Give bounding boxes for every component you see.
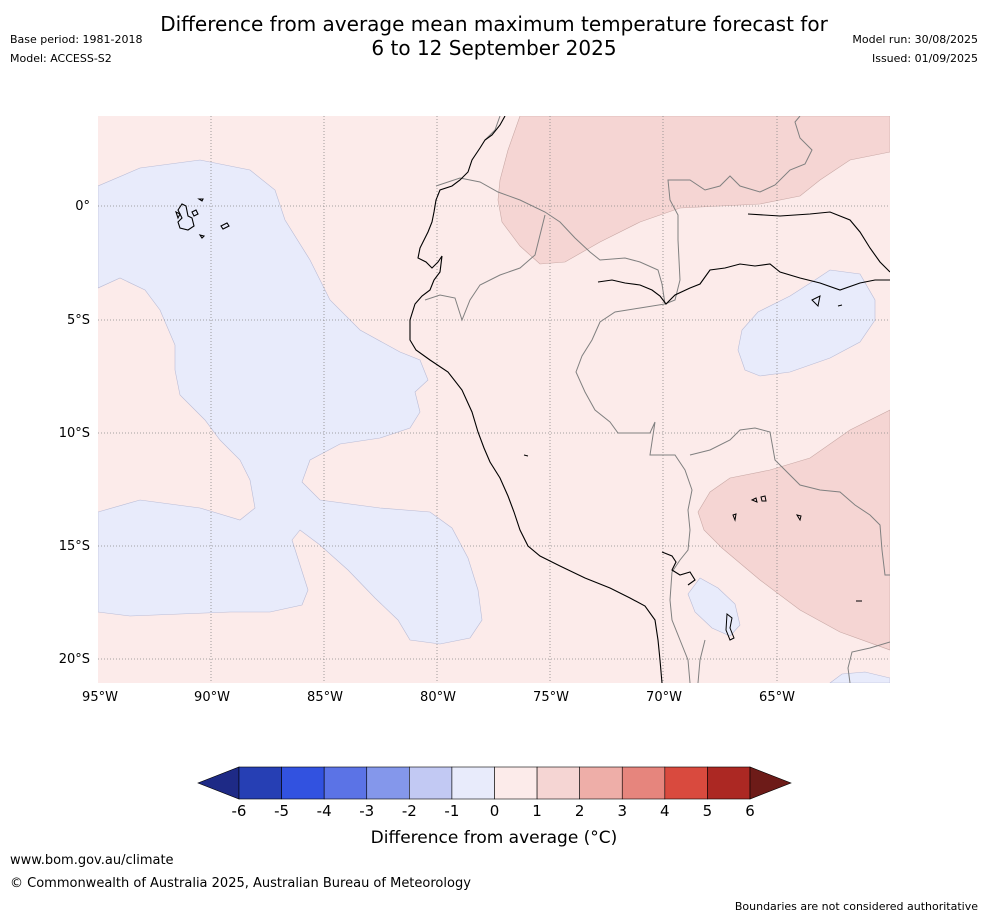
model-name: Model: ACCESS-S2 <box>10 52 112 65</box>
colorbar-segment <box>409 766 453 800</box>
country-borders <box>424 116 890 683</box>
colorbar-tick-label: 6 <box>745 802 755 820</box>
colorbar-arrow-low <box>197 766 240 800</box>
colorbar-segment <box>281 766 325 800</box>
colorbar-tick-label: -1 <box>444 802 459 820</box>
colorbar-tick-label: -6 <box>232 802 247 820</box>
model-run: Model run: 30/08/2025 <box>852 33 978 46</box>
colorbar-segments <box>197 766 792 800</box>
lat-label-15s: 15°S <box>59 539 90 554</box>
title-line-1: Difference from average mean maximum tem… <box>160 12 828 36</box>
lon-label-90w: 90°W <box>194 690 230 705</box>
colorbar-tick-label: -2 <box>402 802 417 820</box>
colorbar-ticks: -6 -5 -4 -3 -2 -1 0 1 2 3 4 5 6 <box>232 802 755 820</box>
coastline <box>409 116 890 683</box>
footer-disclaimer: Boundaries are not considered authoritat… <box>734 900 978 913</box>
map-area <box>98 116 890 683</box>
lat-label-10s: 10°S <box>59 426 90 441</box>
lon-label-70w: 70°W <box>646 690 682 705</box>
map-title: Difference from average mean maximum tem… <box>0 12 988 60</box>
colorbar-segment <box>451 766 495 800</box>
colorbar-tick-label: 2 <box>575 802 585 820</box>
colorbar-tick-label: 0 <box>490 802 500 820</box>
lat-label-20s: 20°S <box>59 652 90 667</box>
colorbar-segment <box>323 766 368 800</box>
lon-label-95w: 95°W <box>82 690 118 705</box>
lon-label-65w: 65°W <box>759 690 795 705</box>
lon-label-75w: 75°W <box>533 690 569 705</box>
colorbar-label: Difference from average (°C) <box>370 828 618 848</box>
colorbar-tick-label: 5 <box>703 802 713 820</box>
issued-date: Issued: 01/09/2025 <box>871 52 978 65</box>
colorbar-tick-label: 1 <box>532 802 542 820</box>
lat-gridlines <box>98 205 890 660</box>
forecast-map: 0° 5°S 10°S 15°S 20°S 95°W 90°W 85°W 80°… <box>59 116 890 705</box>
title-line-2: 6 to 12 September 2025 <box>371 36 617 60</box>
colorbar-tick-label: 4 <box>660 802 670 820</box>
colorbar-tick-label: -4 <box>317 802 332 820</box>
anomaly-warm-region-south <box>697 409 890 651</box>
footer-copyright: © Commonwealth of Australia 2025, Austra… <box>10 876 471 891</box>
colorbar-arrow-high <box>749 766 792 800</box>
anomaly-cool-region-southeast <box>829 671 890 683</box>
colorbar-segment <box>664 766 708 800</box>
colorbar-tick-label: 3 <box>617 802 627 820</box>
lon-labels: 95°W 90°W 85°W 80°W 75°W 70°W 65°W <box>82 690 795 705</box>
galapagos-islands <box>175 198 230 239</box>
colorbar: -6 -5 -4 -3 -2 -1 0 1 2 3 4 5 6 <box>197 766 792 820</box>
anomaly-warm-region-north <box>497 116 890 265</box>
colorbar-segment <box>707 766 751 800</box>
colorbar-segment <box>238 766 282 800</box>
lat-label-0: 0° <box>75 199 90 214</box>
colorbar-segment <box>366 766 410 800</box>
lat-label-5s: 5°S <box>67 313 90 328</box>
lon-label-80w: 80°W <box>420 690 456 705</box>
colorbar-tick-label: -3 <box>359 802 374 820</box>
anomaly-cool-region-amazon <box>737 269 876 377</box>
colorbar-tick-label: -5 <box>274 802 289 820</box>
footer-url: www.bom.gov.au/climate <box>10 853 174 868</box>
anomaly-cool-region-pacific <box>98 159 483 645</box>
colorbar-segment <box>579 766 623 800</box>
colorbar-segment <box>494 766 538 800</box>
lat-labels: 0° 5°S 10°S 15°S 20°S <box>59 199 90 667</box>
colorbar-segment <box>621 766 666 800</box>
lakes <box>523 295 862 641</box>
lon-label-85w: 85°W <box>307 690 343 705</box>
colorbar-segment <box>536 766 580 800</box>
base-period: Base period: 1981-2018 <box>10 33 143 46</box>
